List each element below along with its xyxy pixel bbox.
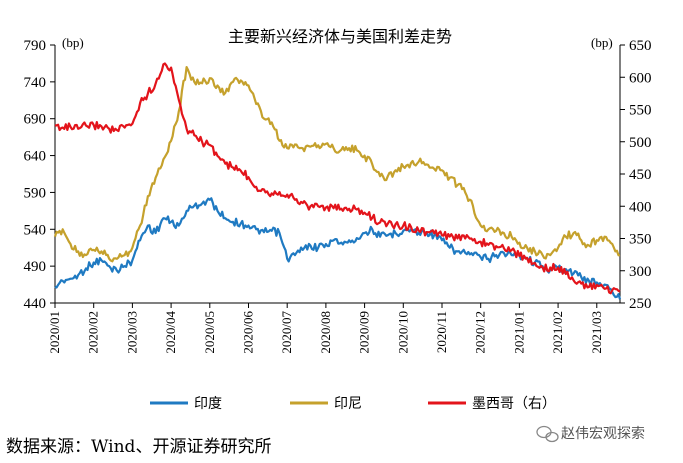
- right-tick-label: 500: [629, 135, 652, 151]
- watermark-text: 赵伟宏观探索: [561, 425, 645, 442]
- source-note: 数据来源：Wind、开源证券研究所: [6, 437, 271, 457]
- wechat-icon: [536, 425, 559, 443]
- left-axis: 440 490 540 590 640 690 740 790: [24, 38, 56, 312]
- watermark: 赵伟宏观探索: [536, 425, 645, 443]
- right-tick-label: 550: [629, 103, 652, 119]
- left-tick-label: 740: [24, 75, 47, 91]
- left-tick-label: 490: [24, 259, 47, 275]
- left-tick-label: 590: [24, 185, 47, 201]
- x-tick-label: 2020/12: [473, 311, 488, 354]
- series-line-3: [54, 62, 621, 295]
- x-tick-label: 2020/03: [124, 311, 139, 354]
- x-tick-label: 2020/10: [395, 311, 410, 354]
- left-tick-label: 690: [24, 112, 47, 128]
- series-lines: [53, 62, 622, 300]
- right-tick-label: 300: [629, 264, 652, 280]
- legend-label: 印度: [194, 396, 222, 412]
- x-tick-label: 2020/11: [434, 311, 449, 353]
- x-tick-label: 2020/09: [357, 311, 372, 354]
- left-tick-label: 640: [24, 149, 47, 165]
- legend: 印度 印尼 墨西哥（右）: [150, 396, 556, 412]
- series-line-2: [53, 66, 621, 263]
- right-tick-label: 450: [629, 167, 652, 183]
- x-tick-label: 2020/02: [86, 311, 101, 354]
- x-tick-label: 2021/02: [550, 311, 565, 354]
- right-tick-label: 250: [629, 296, 652, 312]
- right-tick-label: 650: [629, 38, 652, 54]
- x-axis: 2020/01 2020/02 2020/03 2020/04 2020/05 2020/…: [47, 302, 620, 354]
- x-tick-label: 2020/08: [318, 311, 333, 354]
- left-tick-label: 540: [24, 222, 47, 238]
- x-tick-label: 2020/01: [47, 311, 62, 354]
- right-tick-label: 350: [629, 232, 652, 248]
- x-tick-label: 2021/03: [589, 311, 604, 354]
- legend-label: 墨西哥（右）: [472, 396, 556, 412]
- right-axis-unit: (bp): [591, 35, 613, 50]
- x-tick-label: 2021/01: [511, 311, 526, 354]
- x-tick-label: 2020/04: [163, 311, 178, 354]
- x-tick-label: 2020/07: [279, 311, 294, 354]
- left-axis-unit: (bp): [62, 35, 84, 50]
- right-tick-label: 400: [629, 199, 652, 215]
- legend-label: 印尼: [334, 396, 362, 412]
- x-tick-label: 2020/06: [240, 311, 255, 354]
- left-tick-label: 440: [24, 296, 47, 312]
- series-line-1: [54, 197, 622, 300]
- left-tick-label: 790: [24, 38, 47, 54]
- x-tick-label: 2020/05: [202, 311, 217, 354]
- right-axis: 250 300 350 400 450 500 550 600 650: [619, 38, 652, 312]
- right-tick-label: 600: [629, 70, 652, 86]
- chart-title: 主要新兴经济体与美国利差走势: [228, 27, 452, 46]
